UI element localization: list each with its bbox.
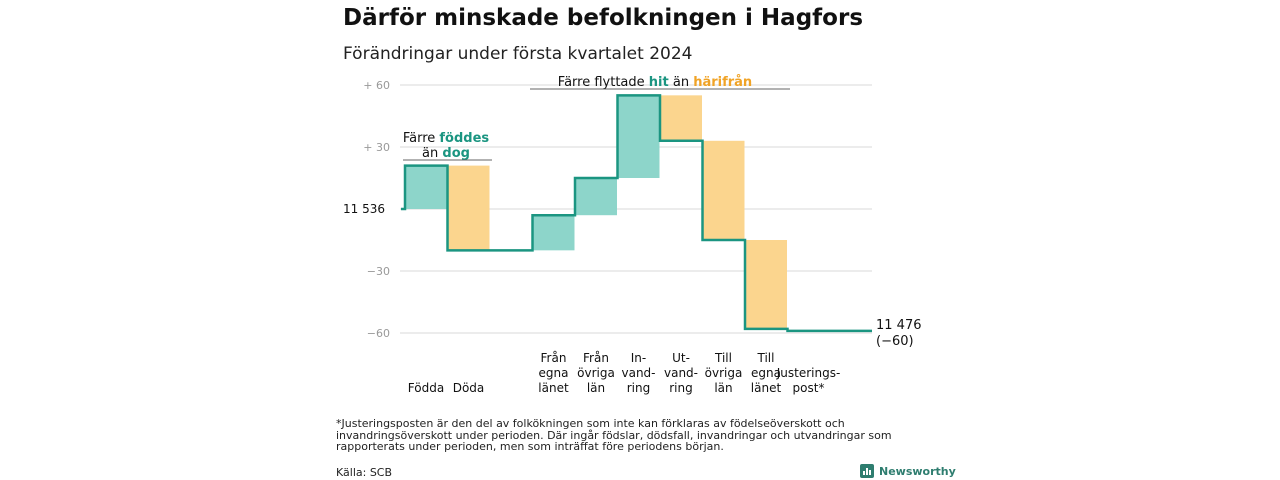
- start-value-label: 11 536: [343, 202, 385, 216]
- decrease-bar: [660, 95, 702, 141]
- category-label: Ut-: [672, 351, 690, 365]
- category-label: ring: [669, 381, 693, 395]
- brand-name: Newsworthy: [879, 464, 956, 478]
- category-label: egna: [539, 366, 569, 380]
- category-label: länet: [751, 381, 782, 395]
- category-label: In-: [631, 351, 646, 365]
- category-label: Till: [757, 351, 775, 365]
- category-label: vand-: [621, 366, 655, 380]
- category-label: vand-: [664, 366, 698, 380]
- annotation-births: Färre föddes: [403, 131, 490, 146]
- source-label: Källa: SCB: [336, 466, 393, 479]
- brand-logo: Newsworthy: [860, 464, 956, 478]
- annotation-births-line2-part: dog: [442, 146, 470, 161]
- category-label: egna: [751, 366, 781, 380]
- decrease-bar: [447, 165, 490, 251]
- chart-subtitle: Förändringar under första kvartalet 2024: [343, 44, 693, 64]
- annotation-migration-part: hit: [649, 75, 669, 90]
- annotation-migration-part: än: [669, 75, 693, 90]
- decrease-bar: [702, 140, 745, 240]
- category-label: Till: [714, 351, 732, 365]
- category-label: Döda: [453, 381, 485, 395]
- category-label: post*: [793, 381, 825, 395]
- y-tick-label: −60: [367, 327, 390, 340]
- annotation-births-line2-part: än: [422, 146, 442, 161]
- newsworthy-icon: [860, 464, 874, 478]
- category-label: Från: [541, 351, 567, 365]
- annotation-births-line2: än dog: [422, 146, 470, 161]
- y-tick-label: + 60: [363, 79, 390, 92]
- category-label: län: [714, 381, 732, 395]
- increase-bar: [532, 215, 575, 251]
- annotation-births-part: föddes: [439, 131, 489, 146]
- annotation-migration-part: härifrån: [693, 75, 752, 90]
- category-label: Från: [583, 351, 609, 365]
- y-tick-label: −30: [367, 265, 390, 278]
- increase-bar: [575, 178, 617, 216]
- category-label: Justerings-: [776, 366, 841, 380]
- end-value-label: 11 476: [876, 318, 922, 333]
- category-label: Födda: [408, 381, 444, 395]
- category-label: länet: [538, 381, 569, 395]
- category-label: övriga: [577, 366, 615, 380]
- annotation-migration: Färre flyttade hit än härifrån: [558, 75, 752, 90]
- category-label: övriga: [705, 366, 743, 380]
- end-change-label: (−60): [876, 334, 914, 349]
- increase-bar: [405, 165, 447, 209]
- decrease-bar: [745, 240, 787, 329]
- increase-bar: [617, 95, 660, 178]
- annotation-migration-part: Färre flyttade: [558, 75, 649, 90]
- cumulative-step-line: [401, 94, 872, 333]
- chart-title: Därför minskade befolkningen i Hagfors: [343, 5, 864, 31]
- category-label: län: [587, 381, 605, 395]
- category-label: ring: [627, 381, 651, 395]
- y-tick-label: + 30: [363, 141, 390, 154]
- footnote: *Justeringsposten är den del av folkökni…: [336, 417, 892, 453]
- annotation-births-part: Färre: [403, 131, 440, 146]
